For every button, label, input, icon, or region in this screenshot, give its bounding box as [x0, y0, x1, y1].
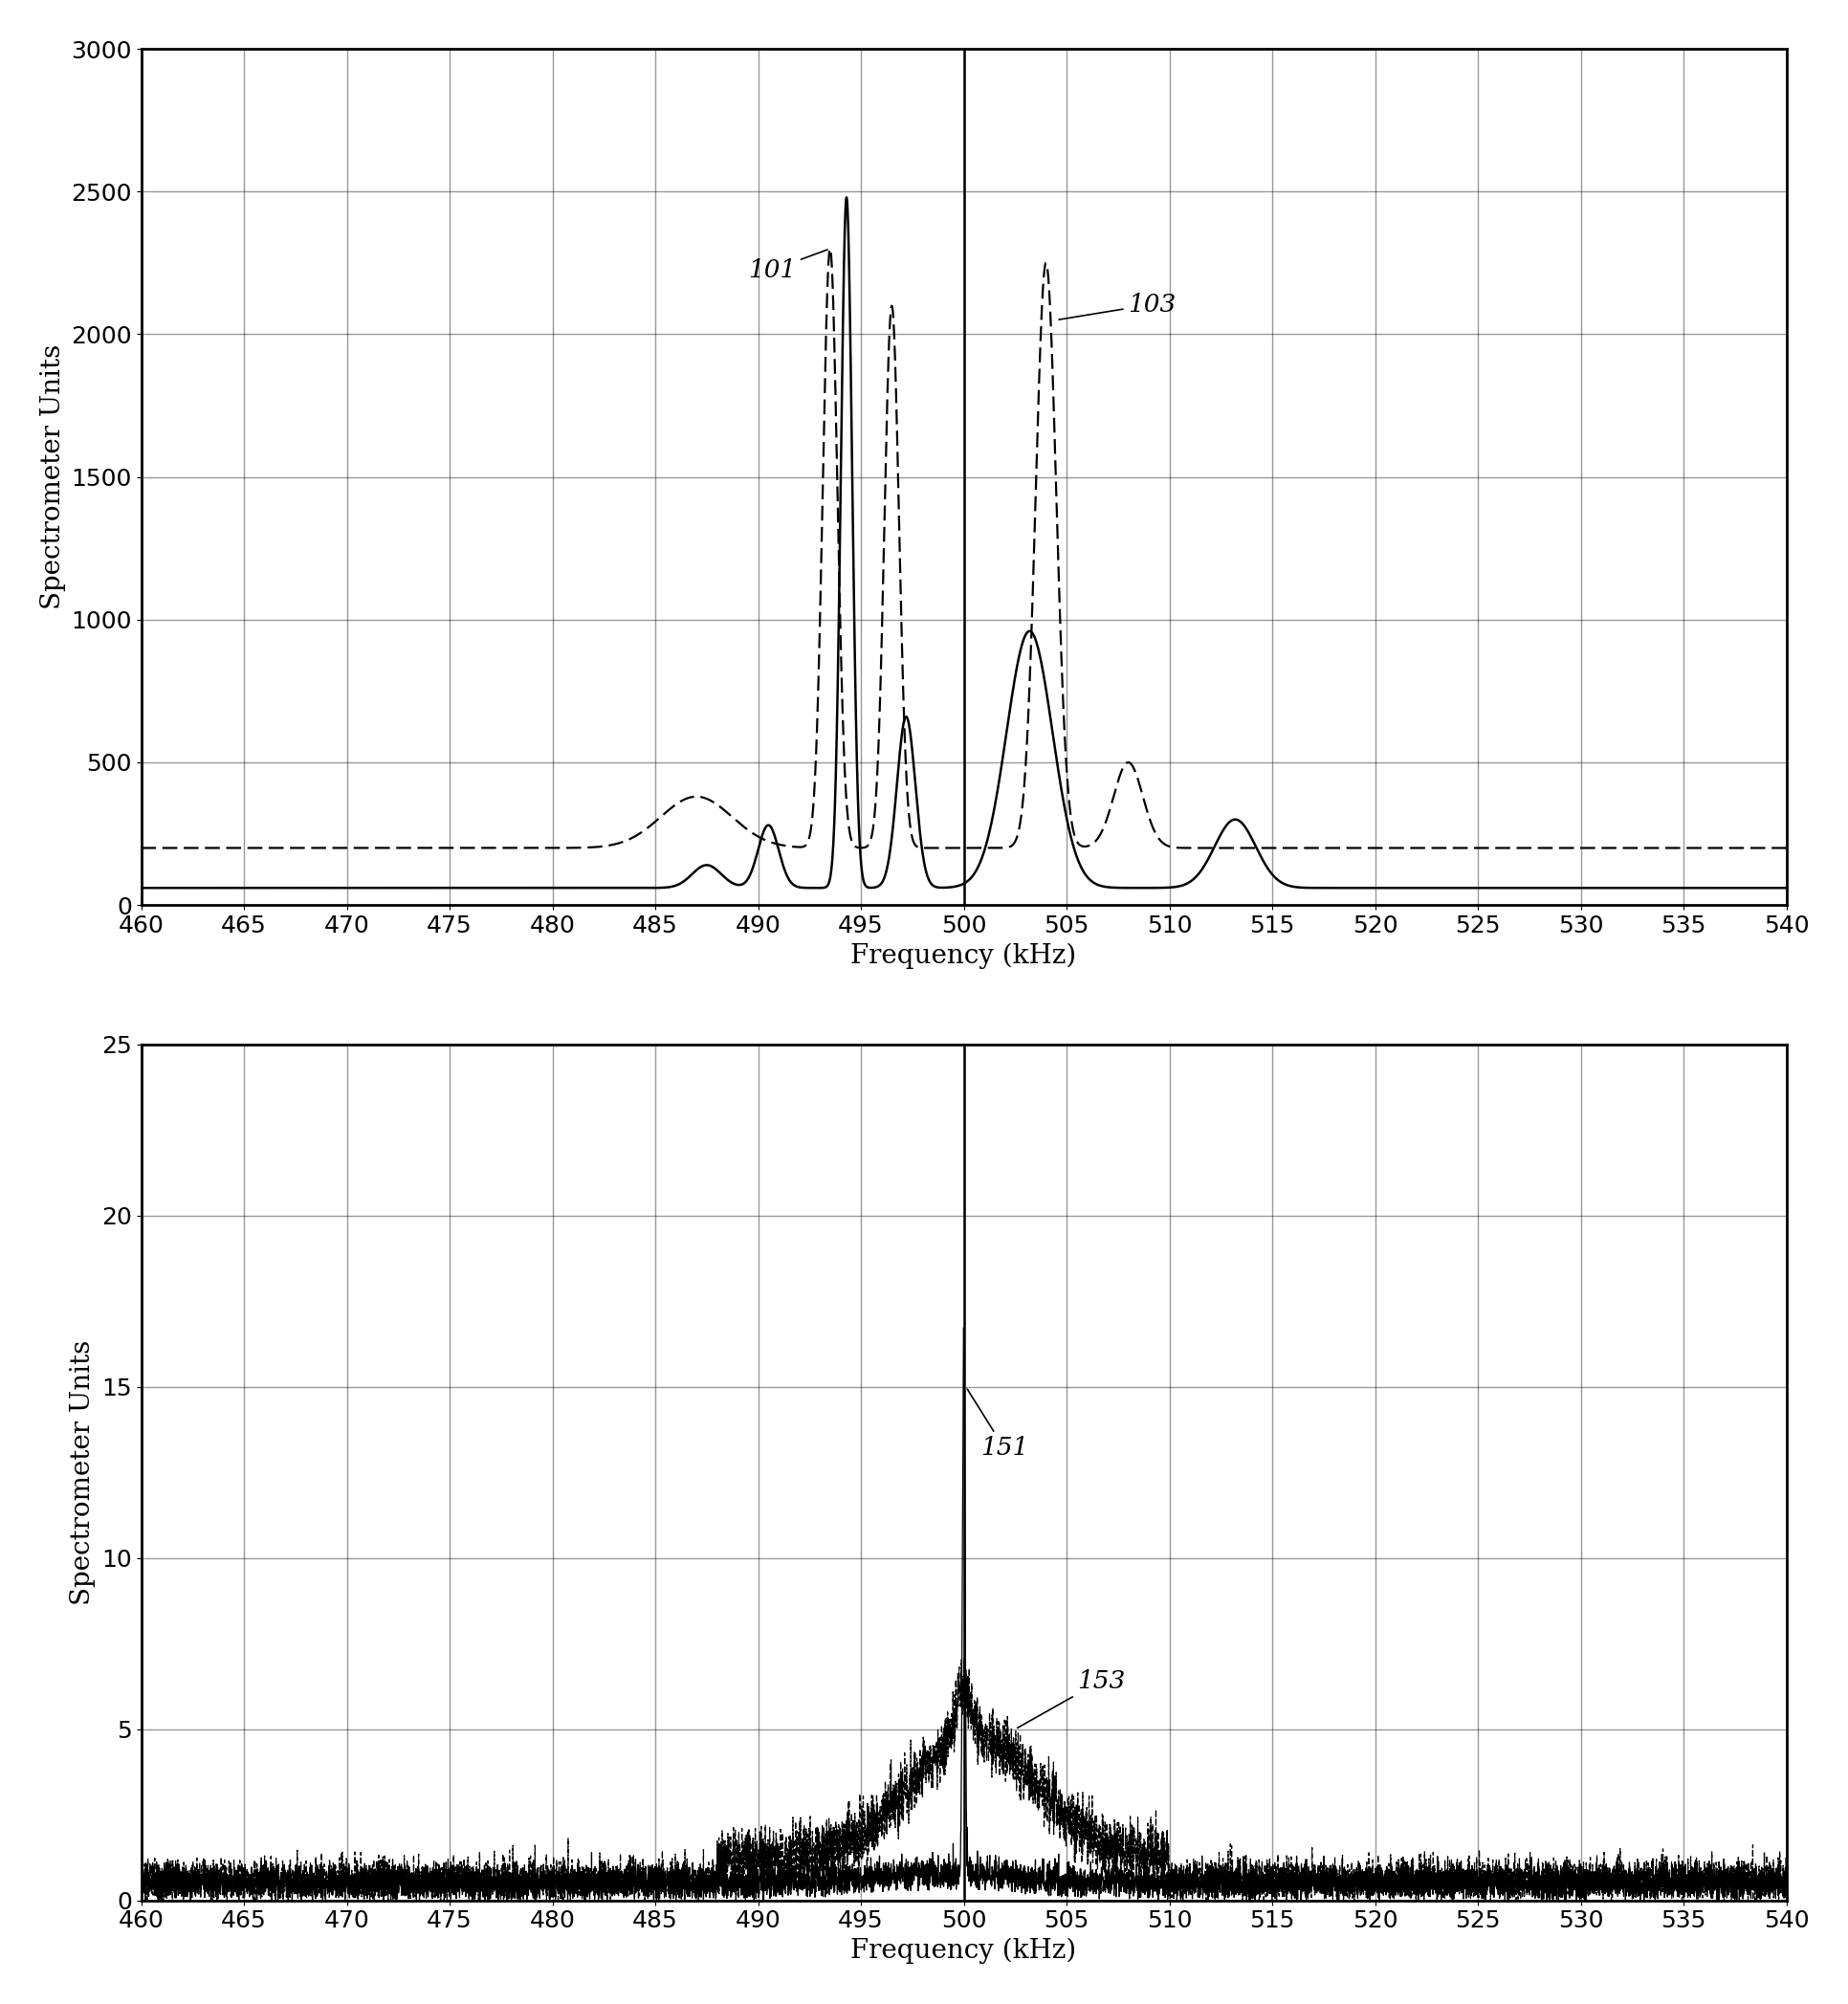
X-axis label: Frequency (kHz): Frequency (kHz) [850, 942, 1076, 968]
Y-axis label: Spectrometer Units: Spectrometer Units [41, 345, 67, 609]
X-axis label: Frequency (kHz): Frequency (kHz) [850, 1938, 1076, 1964]
Text: 103: 103 [1059, 293, 1175, 319]
Text: 101: 101 [747, 250, 828, 283]
Text: 153: 153 [1016, 1669, 1124, 1727]
Y-axis label: Spectrometer Units: Spectrometer Units [70, 1341, 96, 1605]
Text: 151: 151 [967, 1389, 1027, 1461]
